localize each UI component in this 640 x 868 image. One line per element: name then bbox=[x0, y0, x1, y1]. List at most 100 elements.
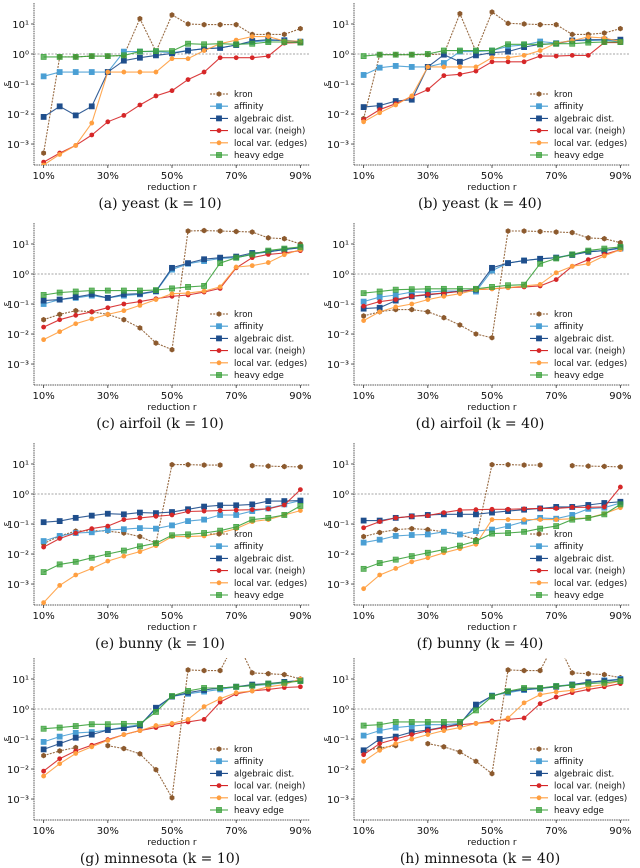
data-point-heavy-edge bbox=[56, 289, 63, 296]
legend-label: affinity bbox=[554, 757, 584, 767]
legend-item-kron: kron bbox=[530, 530, 573, 540]
data-point-local-var-edges bbox=[169, 291, 175, 297]
data-point-kron bbox=[553, 21, 559, 28]
data-point-kron bbox=[217, 462, 223, 468]
data-point-heavy-edge bbox=[601, 39, 608, 45]
data-point-local-var-edges bbox=[217, 696, 223, 702]
series-algebraic-dist bbox=[40, 497, 304, 526]
x-tick-label: 30% bbox=[417, 171, 439, 182]
panel-yeast-k-10: 10¹ 10⁰ 10⁻¹ 10⁻² 10⁻³ 10% 30% 50% 70% 90% reducti… bbox=[0, 0, 320, 212]
data-point-algebraic-dist bbox=[72, 514, 79, 521]
legend-marker bbox=[216, 543, 222, 550]
legend-marker bbox=[216, 152, 222, 158]
data-point-local-var-edges bbox=[73, 142, 79, 148]
data-point-heavy-edge bbox=[281, 512, 288, 518]
data-point-affinity bbox=[201, 516, 207, 523]
series-algebraic-dist bbox=[40, 677, 304, 753]
data-point-algebraic-dist bbox=[40, 519, 47, 526]
legend: kron affinity algebraic dist. local var. (n… bbox=[530, 90, 627, 161]
data-point-local-var-edges bbox=[185, 56, 191, 62]
data-point-kron bbox=[217, 228, 223, 234]
x-axis-label: reduction r bbox=[147, 838, 197, 848]
legend-label: local var. (neigh) bbox=[234, 347, 305, 357]
data-point-algebraic-dist bbox=[104, 727, 111, 733]
legend-marker bbox=[536, 103, 542, 110]
data-point-local-var-neigh bbox=[201, 508, 207, 514]
y-axis-label: ε bbox=[322, 736, 332, 741]
y-tick-label: 10⁰ bbox=[332, 270, 349, 281]
y-tick-label: 10⁻³ bbox=[7, 795, 29, 806]
data-point-local-var-edges bbox=[121, 308, 127, 314]
data-point-heavy-edge bbox=[360, 290, 367, 297]
data-point-local-var-neigh bbox=[457, 507, 463, 513]
data-point-heavy-edge bbox=[473, 707, 479, 714]
data-point-algebraic-dist bbox=[56, 518, 63, 524]
data-point-heavy-edge bbox=[249, 682, 256, 689]
data-point-local-var-neigh bbox=[377, 299, 383, 305]
panel-caption: (a) yeast (k = 10) bbox=[98, 196, 222, 212]
plot-area bbox=[360, 658, 624, 777]
data-point-local-var-edges bbox=[105, 312, 111, 317]
series-line-kron bbox=[43, 464, 221, 545]
series-line-algebraic-dist bbox=[363, 247, 621, 310]
data-point-heavy-edge bbox=[153, 708, 159, 715]
panel-caption: (h) minnesota (k = 40) bbox=[399, 851, 561, 867]
legend-marker bbox=[536, 555, 542, 562]
x-tick-label: 90% bbox=[289, 171, 311, 182]
data-point-algebraic-dist bbox=[137, 509, 143, 516]
data-point-heavy-edge bbox=[473, 538, 479, 544]
x-tick-label: 70% bbox=[225, 826, 247, 837]
legend-marker bbox=[216, 592, 222, 598]
legend-label: kron bbox=[554, 745, 573, 755]
data-point-affinity bbox=[376, 536, 383, 543]
legend-label: affinity bbox=[554, 322, 584, 332]
data-point-local-var-edges bbox=[233, 264, 239, 270]
y-tick-label: 10¹ bbox=[12, 240, 29, 251]
data-point-kron bbox=[569, 229, 575, 236]
data-point-heavy-edge bbox=[265, 514, 272, 521]
data-point-heavy-edge bbox=[553, 683, 560, 689]
data-point-algebraic-dist bbox=[185, 47, 191, 54]
legend-label: heavy edge bbox=[554, 591, 604, 601]
legend-marker bbox=[536, 128, 542, 134]
legend-item-algebraic-dist: algebraic dist. bbox=[530, 769, 614, 779]
panel-minnesota-k-40: 10¹ 10⁰ 10⁻¹ 10⁻² 10⁻³ 10% 30% 50% 70% 90% reducti… bbox=[320, 655, 640, 867]
data-point-local-var-edges bbox=[121, 69, 127, 75]
y-tick-label: 10⁻¹ bbox=[327, 520, 349, 531]
data-point-affinity bbox=[360, 732, 367, 739]
data-point-heavy-edge bbox=[440, 285, 447, 292]
data-point-local-var-neigh bbox=[393, 736, 399, 742]
data-point-kron bbox=[169, 346, 175, 353]
data-point-kron bbox=[537, 21, 543, 28]
legend-item-local-var-neigh: local var. (neigh) bbox=[530, 347, 625, 357]
data-point-heavy-edge bbox=[360, 722, 367, 729]
data-point-local-var-edges bbox=[121, 732, 127, 738]
data-point-local-var-neigh bbox=[121, 112, 127, 118]
data-point-heavy-edge bbox=[424, 719, 431, 725]
data-point-heavy-edge bbox=[169, 693, 175, 699]
x-tick-label: 10% bbox=[33, 611, 55, 622]
x-tick-label: 90% bbox=[289, 611, 311, 622]
data-point-heavy-edge bbox=[569, 40, 576, 47]
data-point-affinity bbox=[137, 525, 143, 532]
data-point-local-var-neigh bbox=[153, 93, 159, 99]
series-heavy-edge bbox=[40, 678, 304, 732]
data-point-local-var-neigh bbox=[89, 526, 95, 532]
series-line-kron bbox=[43, 230, 301, 351]
data-point-algebraic-dist bbox=[360, 517, 367, 524]
data-point-heavy-edge bbox=[120, 547, 127, 554]
x-tick-label: 50% bbox=[161, 391, 183, 402]
data-point-local-var-edges bbox=[409, 301, 415, 307]
legend-item-kron: kron bbox=[210, 745, 253, 755]
plot-area bbox=[360, 9, 624, 125]
data-point-heavy-edge bbox=[169, 48, 175, 54]
data-point-local-var-edges bbox=[137, 728, 143, 734]
data-point-local-var-edges bbox=[393, 741, 399, 747]
data-point-heavy-edge bbox=[185, 40, 191, 47]
y-tick-label: 10¹ bbox=[12, 675, 29, 686]
data-point-local-var-neigh bbox=[505, 59, 511, 65]
data-point-local-var-neigh bbox=[201, 716, 207, 722]
data-point-algebraic-dist bbox=[521, 257, 527, 264]
data-point-kron bbox=[249, 462, 255, 469]
legend: kron affinity algebraic dist. local var. (n… bbox=[210, 90, 307, 161]
